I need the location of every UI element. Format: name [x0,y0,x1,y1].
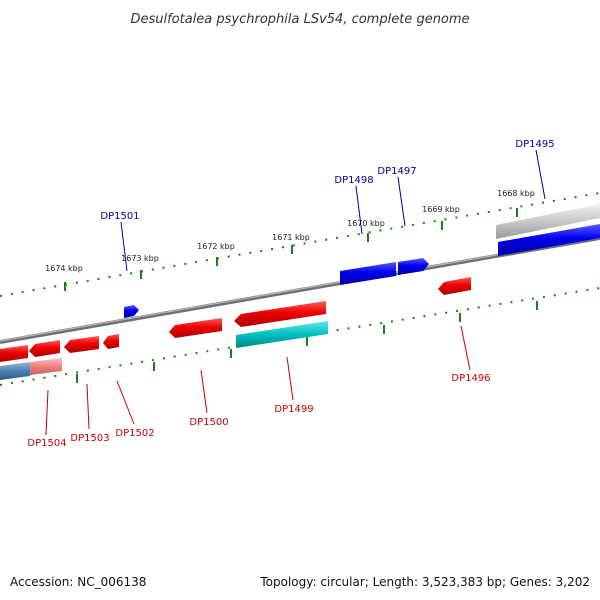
gene-dp1500[interactable] [169,318,222,338]
gene-gray-pseudo[interactable] [496,204,600,239]
scale-label-1668: 1668 kbp [497,189,535,198]
label-dp1499[interactable]: DP1499 [274,404,313,415]
leader-line [200,369,208,414]
forward-labels: DP1501 DP1498 DP1497 DP1495 [100,139,555,272]
leader-line [116,380,135,425]
leader-line [397,176,406,227]
gene-dp1503[interactable] [64,336,99,353]
reverse-genes [0,277,471,375]
leader-line [355,185,363,235]
gene-dp1498[interactable] [340,262,396,285]
label-dp1495[interactable]: DP1495 [515,139,554,150]
leader-line [535,149,546,200]
gene-dp1495[interactable] [498,224,600,256]
upper-scale: 1674 kbp 1673 kbp 1672 kbp 1671 kbp 1670… [0,189,600,297]
scale-label-1671: 1671 kbp [272,233,310,242]
gene-dp1496[interactable] [438,277,471,295]
reverse-labels: DP1504 DP1503 DP1502 DP1500 DP1499 DP149… [27,325,491,449]
label-dp1497[interactable]: DP1497 [377,166,416,177]
gene-dp1497[interactable] [398,258,429,275]
gene-steel-fragment[interactable] [0,362,30,380]
label-dp1498[interactable]: DP1498 [334,175,373,186]
gene-dp1504[interactable] [29,340,60,357]
accession-text: Accession: NC_006138 [10,575,146,589]
gene-dp1504-left[interactable] [0,345,28,362]
gene-dp1499-rna[interactable] [236,321,328,348]
scale-label-1670: 1670 kbp [347,219,385,228]
gene-dp1499[interactable] [234,301,326,327]
map-title: Desulfotalea psychrophila LSv54, complet… [130,12,469,27]
label-dp1496[interactable]: DP1496 [451,373,490,384]
leader-line [45,389,49,436]
label-dp1504[interactable]: DP1504 [27,438,66,449]
lower-scale [0,287,600,386]
genome-summary-text: Topology: circular; Length: 3,523,383 bp… [259,575,590,589]
label-dp1503[interactable]: DP1503 [70,433,109,444]
label-dp1500[interactable]: DP1500 [189,417,228,428]
leader-line [120,221,128,272]
scale-label-1673: 1673 kbp [121,254,159,263]
label-dp1502[interactable]: DP1502 [115,428,154,439]
scale-label-1672: 1672 kbp [197,242,235,251]
scale-label-1674: 1674 kbp [45,264,83,273]
forward-genes [0,204,600,380]
label-dp1501[interactable]: DP1501 [100,211,139,222]
gene-dp1502[interactable] [103,334,119,349]
leader-line [286,356,294,401]
leader-line [460,325,471,371]
leader-line [86,383,90,430]
gene-dp1501[interactable] [124,305,139,318]
gene-dp1504-pink[interactable] [30,358,62,375]
scale-label-1669: 1669 kbp [422,205,460,214]
